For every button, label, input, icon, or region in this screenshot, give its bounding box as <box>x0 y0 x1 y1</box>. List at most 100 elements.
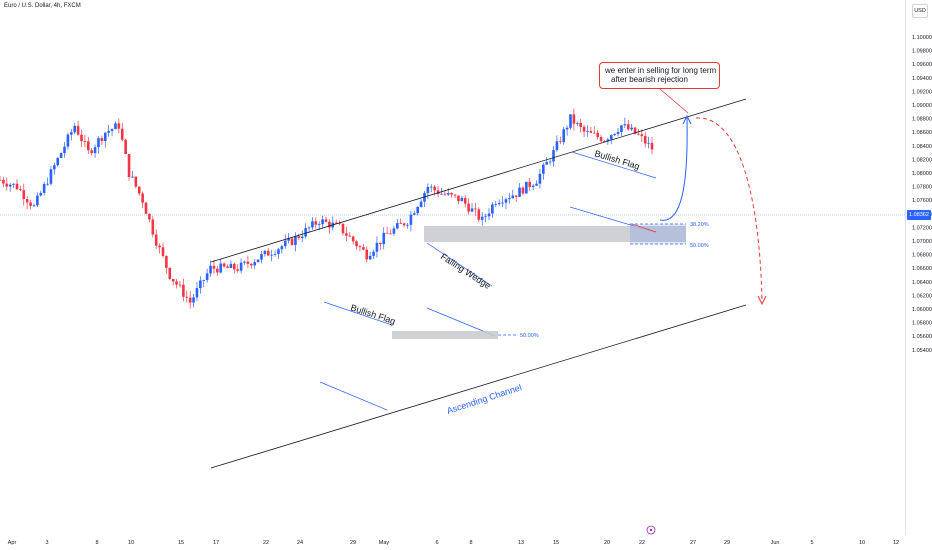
price-tick-label: 1.09000 <box>912 103 932 109</box>
candle <box>446 193 450 195</box>
time-tick-label: 6 <box>435 540 438 546</box>
candle <box>283 240 287 247</box>
fib-500-label-lower: 50.00% <box>520 333 539 339</box>
candle <box>508 198 511 200</box>
candle <box>443 193 447 195</box>
candle <box>511 195 515 199</box>
candle <box>385 232 389 234</box>
candle <box>131 176 134 178</box>
candle <box>134 176 138 187</box>
candle <box>137 186 141 194</box>
candle <box>351 236 355 242</box>
candle <box>249 263 253 266</box>
candle <box>46 183 49 185</box>
candle <box>178 284 182 286</box>
candle <box>222 263 226 267</box>
candle <box>168 267 172 279</box>
price-axis[interactable]: 1.10000 1.09800 1.09600 1.09400 1.09200 1.090… <box>912 35 932 354</box>
candle <box>5 183 9 187</box>
candle <box>494 204 498 205</box>
candle <box>297 236 301 239</box>
price-tick-label: 1.09600 <box>912 62 932 68</box>
candle <box>90 150 93 154</box>
candle <box>185 296 189 298</box>
ascending-channel-label: Ascending Channel <box>446 382 523 416</box>
candle <box>620 125 623 132</box>
currency-button[interactable]: USD <box>912 4 928 18</box>
candle <box>416 206 419 214</box>
candle <box>528 181 532 187</box>
candle <box>36 195 39 206</box>
candle <box>219 263 223 273</box>
time-tick-label: 5 <box>810 540 813 546</box>
time-tick-label: 29 <box>350 540 356 546</box>
time-tick-label: 10 <box>859 540 865 546</box>
candle <box>552 150 555 162</box>
candle <box>362 247 365 250</box>
candle <box>396 223 399 229</box>
candle <box>182 284 185 297</box>
candle <box>643 136 647 144</box>
candle <box>12 183 15 185</box>
candle <box>53 165 56 170</box>
candle <box>548 161 552 163</box>
projection-up-arrow <box>659 117 688 221</box>
candle <box>647 142 650 144</box>
candle <box>637 133 640 135</box>
price-tick-label: 1.05400 <box>912 348 932 354</box>
candle <box>260 254 263 260</box>
drawings: Bullish Flag Falling Wedge Bullish Flag … <box>0 88 905 535</box>
candle <box>375 242 379 252</box>
candle <box>2 179 5 184</box>
price-tick-label: 1.06400 <box>912 280 932 286</box>
candle <box>107 130 110 133</box>
candle <box>29 202 32 206</box>
candle <box>630 127 633 130</box>
candle <box>450 193 453 195</box>
candle <box>491 204 494 214</box>
time-tick-label: 8 <box>469 540 472 546</box>
candle <box>280 246 284 250</box>
candle <box>355 241 358 247</box>
candle <box>542 164 545 174</box>
fib-box <box>630 224 686 244</box>
candle <box>199 280 202 289</box>
candle <box>562 129 566 143</box>
candle <box>467 203 470 212</box>
candle <box>623 124 627 126</box>
time-axis[interactable]: Apr 3 8 10 15 17 22 24 29 May 6 8 13 15 20 22 27 29 Jun 5 10… <box>8 540 899 546</box>
candle <box>650 142 654 150</box>
candle <box>171 278 175 282</box>
candle <box>569 114 572 128</box>
candle <box>382 232 386 245</box>
candle <box>626 124 630 130</box>
candle <box>304 228 307 237</box>
candle <box>25 199 29 203</box>
time-tick-label: Jun <box>771 540 780 546</box>
time-tick-label: 24 <box>297 540 303 546</box>
time-tick-label: 27 <box>690 540 696 546</box>
candle <box>8 184 12 187</box>
fib-500-label-upper: 50.00% <box>690 243 709 249</box>
candle <box>440 193 443 195</box>
price-tick-label: 1.06200 <box>912 293 932 299</box>
candle <box>480 216 484 220</box>
candle <box>402 223 406 226</box>
time-tick-label: 20 <box>604 540 610 546</box>
candle <box>545 161 549 165</box>
candle <box>433 186 436 191</box>
candle <box>436 190 440 195</box>
time-tick-label: 22 <box>639 540 645 546</box>
candle <box>290 238 294 245</box>
price-tick-label: 1.08800 <box>912 117 932 123</box>
time-tick-label: 12 <box>893 540 899 546</box>
candle <box>409 214 413 225</box>
fib-diagonal <box>631 223 657 233</box>
candle <box>277 249 280 254</box>
channel-lower-line <box>210 304 747 469</box>
candle <box>175 281 178 285</box>
bullish-flag-label-2: Bullish Flag <box>593 148 640 171</box>
time-tick-label: 29 <box>724 540 730 546</box>
candle <box>365 249 369 260</box>
